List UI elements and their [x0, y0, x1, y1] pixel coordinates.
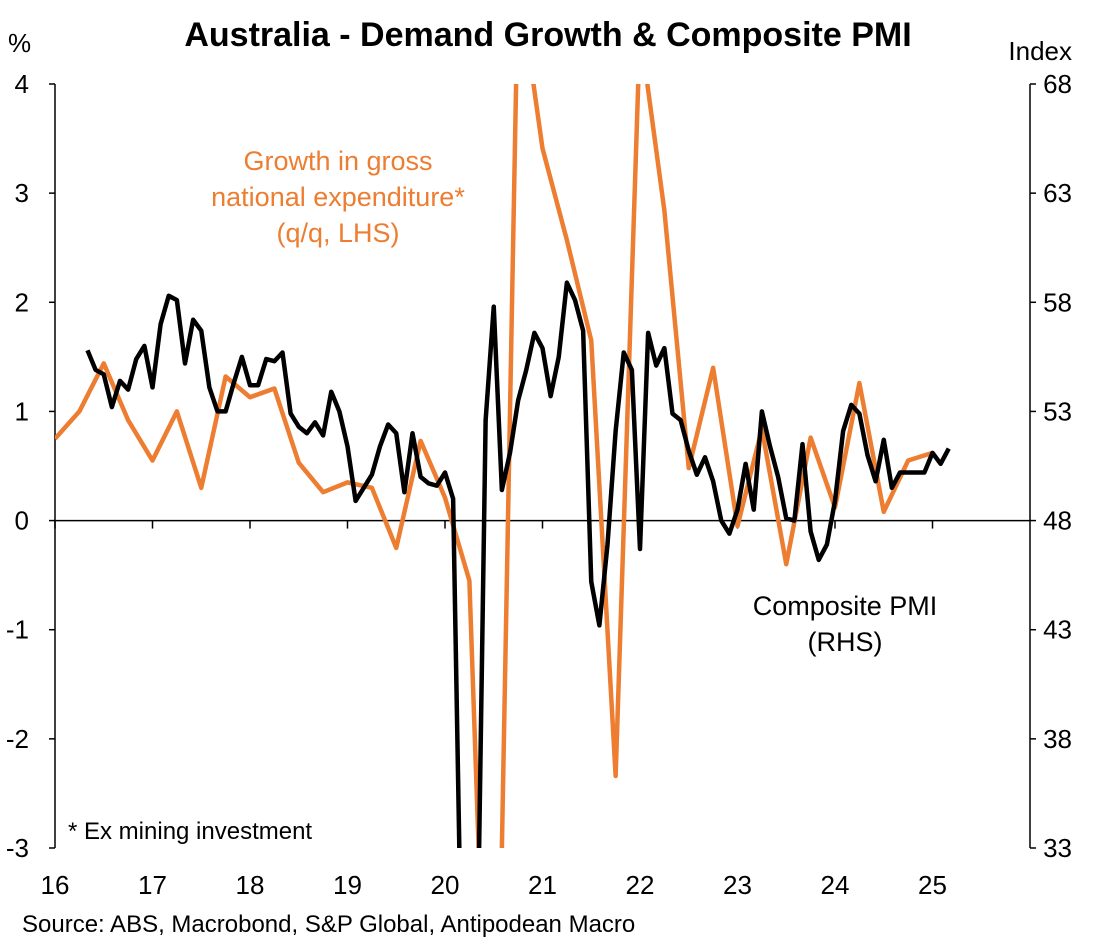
right-axis-unit: Index: [1008, 36, 1072, 66]
gne-label-line-1: Growth in gross: [243, 146, 432, 176]
right-tick-label: 38: [1043, 724, 1072, 754]
right-tick-label: 68: [1043, 69, 1072, 99]
chart-title: Australia - Demand Growth & Composite PM…: [184, 16, 911, 54]
x-tick-label: 22: [626, 870, 655, 900]
right-tick-label: 43: [1043, 615, 1072, 645]
x-tick-label: 25: [918, 870, 947, 900]
left-tick-label: 0: [15, 506, 29, 536]
axes: [49, 83, 1036, 849]
left-tick-label: 4: [15, 69, 29, 99]
pmi-annotation: Composite PMI (RHS): [753, 591, 938, 657]
left-tick-label: -3: [6, 833, 29, 863]
x-tick-label: 20: [431, 870, 460, 900]
x-tick-label: 23: [723, 870, 752, 900]
left-tick-label: 3: [15, 178, 29, 208]
right-tick-label: 33: [1043, 833, 1072, 863]
gne-label-line-3: (q/q, LHS): [276, 218, 399, 248]
x-tick-label: 18: [236, 870, 265, 900]
x-tick-label: 24: [821, 870, 850, 900]
right-tick-label: 63: [1043, 178, 1072, 208]
gne-annotation: Growth in gross national expenditure* (q…: [211, 146, 465, 248]
right-tick-label: 48: [1043, 506, 1072, 536]
composite-pmi-line: [85, 280, 951, 848]
x-tick-label: 17: [138, 870, 167, 900]
x-tick-label: 16: [41, 870, 70, 900]
source-note: Source: ABS, Macrobond, S&P Global, Anti…: [22, 911, 635, 938]
pmi-label-line-2: (RHS): [808, 627, 883, 657]
right-tick-label: 53: [1043, 396, 1072, 426]
left-tick-label: -2: [6, 724, 29, 754]
gne-label-line-2: national expenditure*: [211, 182, 465, 212]
left-axis-unit: %: [8, 28, 31, 58]
pmi-label-line-1: Composite PMI: [753, 591, 938, 621]
left-tick-label: 2: [15, 287, 29, 317]
x-tick-label: 21: [528, 870, 557, 900]
footnote: * Ex mining investment: [68, 818, 312, 845]
x-tick-label: 19: [333, 870, 362, 900]
right-tick-label: 58: [1043, 287, 1072, 317]
left-tick-label: -1: [6, 615, 29, 645]
left-tick-label: 1: [15, 396, 29, 426]
